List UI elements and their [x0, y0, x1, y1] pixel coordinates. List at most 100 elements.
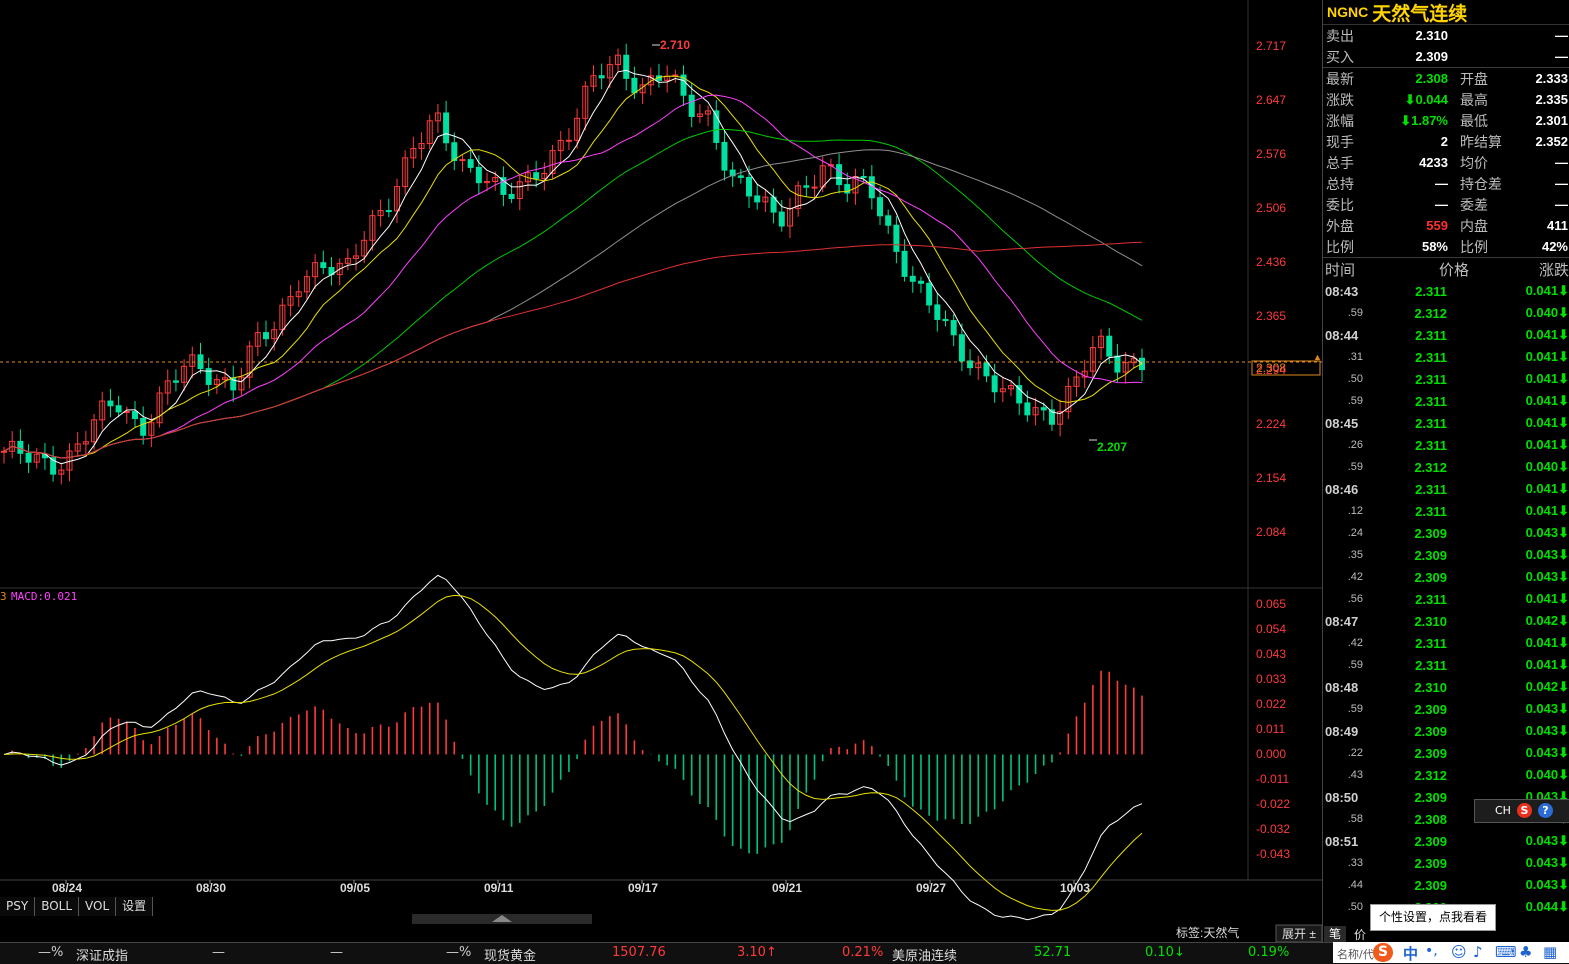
- scroll-up-icon[interactable]: [492, 915, 512, 922]
- candle-body: [533, 172, 540, 180]
- help-icon[interactable]: ?: [1538, 803, 1553, 818]
- ime-input-bar[interactable]: 名称/代 S 中 •, ☺ ♪ ⌨ ♣ ▦: [1333, 942, 1569, 963]
- tick-time: .42: [1347, 571, 1363, 583]
- candle-body: [942, 318, 949, 322]
- quote-label: 总持: [1326, 176, 1354, 193]
- candle-body: [344, 257, 351, 264]
- candle-body: [737, 175, 744, 178]
- candle-body: [917, 280, 924, 284]
- tick-row: .59 2.309 0.043⬇: [1323, 698, 1569, 720]
- candle-body: [459, 159, 466, 162]
- tab-vol[interactable]: VOL: [79, 897, 117, 916]
- price-tick-label: 2.647: [1256, 93, 1286, 107]
- price-tick-label: 2.084: [1256, 525, 1286, 539]
- skin-icon[interactable]: ♣: [1519, 943, 1533, 961]
- candle-body: [82, 441, 89, 445]
- tick-price: 2.311: [1415, 657, 1447, 673]
- candle-body: [467, 159, 474, 168]
- quote-row: 卖出 2.310 —: [1323, 25, 1569, 46]
- macd-tick-label: 0.022: [1256, 697, 1286, 711]
- tick-time: .50: [1347, 373, 1363, 385]
- quote-label-2: 昨结算: [1460, 134, 1502, 151]
- tick-price: 2.309: [1414, 701, 1447, 717]
- price-tick-label: 2.576: [1256, 147, 1286, 161]
- toolbox-icon[interactable]: ▦: [1543, 943, 1558, 961]
- ma-line-60: [3, 149, 1143, 459]
- quote-value: ⬇1.87%: [1400, 112, 1448, 128]
- tick-change: 0.041⬇: [1525, 327, 1569, 342]
- candle-body: [623, 54, 630, 79]
- emoji-icon[interactable]: ☺: [1451, 943, 1467, 961]
- moving-average-lines: [3, 69, 1143, 465]
- macd-tick-label: 0.033: [1256, 672, 1286, 686]
- tab-tick-price[interactable]: 价: [1354, 928, 1367, 942]
- tick-row: 08:49 2.309 0.043⬇: [1323, 720, 1569, 742]
- ticker-pct-1: —%: [38, 945, 64, 960]
- tick-time: 08:45: [1325, 415, 1359, 431]
- quote-table: 卖出 2.310 — 买入 2.309 — 最新 2.308 开盘 2.333 涨跌 ⬇0.044 最高…: [1323, 25, 1569, 257]
- tick-price: 2.311: [1415, 393, 1447, 409]
- low-marker-label: 2.207: [1097, 440, 1127, 454]
- candle-body: [1122, 362, 1129, 373]
- price-tick-label: 2.717: [1256, 39, 1286, 53]
- tick-price: 2.309: [1414, 745, 1447, 761]
- ime-lang-label[interactable]: CH: [1495, 804, 1511, 817]
- tick-row: 08:44 2.311 0.041⬇: [1323, 324, 1569, 346]
- sogou-logo-icon[interactable]: S: [1373, 943, 1393, 962]
- candle-body: [1016, 385, 1023, 404]
- tick-list[interactable]: 08:43 2.311 0.041⬇ .59 2.312 0.040⬇ 08:44 2.311…: [1323, 280, 1569, 918]
- tick-time: 08:44: [1325, 327, 1359, 343]
- settings-tooltip[interactable]: 个性设置，点我看看: [1370, 904, 1496, 931]
- expand-button[interactable]: 展开 ±: [1282, 927, 1316, 941]
- candle-body: [811, 186, 818, 189]
- tick-change: 0.043⬇: [1525, 745, 1569, 760]
- tab-tick-pen[interactable]: 笔: [1324, 926, 1346, 942]
- quote-panel: NGNC 天然气连续 卖出 2.310— 买入 2.309— 最新 2.308 开盘 2.33…: [1322, 0, 1569, 942]
- tick-time: .58: [1347, 813, 1363, 825]
- quote-value-2: —: [1555, 28, 1568, 43]
- macd-tick-label: 0.054: [1256, 622, 1286, 636]
- voice-icon[interactable]: ♪: [1473, 943, 1483, 961]
- tick-time: .12: [1347, 505, 1363, 517]
- tab-psy[interactable]: PSY: [0, 897, 36, 916]
- candle-body: [967, 360, 974, 369]
- ime-chinese-mode[interactable]: 中: [1403, 945, 1419, 963]
- price-tick-label: 2.154: [1256, 471, 1286, 485]
- quote-value: 4233: [1419, 155, 1448, 170]
- keyboard-icon[interactable]: ⌨: [1495, 943, 1517, 961]
- ticker-shenzhen-index[interactable]: 深证成指: [76, 949, 129, 964]
- candle-body: [1008, 385, 1015, 390]
- candle-body: [786, 207, 793, 227]
- tick-change: 0.041⬇: [1525, 503, 1569, 518]
- ticker-pct-2: —%: [446, 945, 472, 960]
- candle-body: [549, 150, 556, 174]
- tab-boll[interactable]: BOLL: [35, 897, 80, 916]
- tab-settings[interactable]: 设置: [116, 897, 154, 916]
- candle-body: [99, 400, 106, 421]
- tick-change: 0.041⬇: [1525, 635, 1569, 650]
- tick-change: 0.041⬇: [1525, 283, 1569, 298]
- tick-time: 08:46: [1325, 481, 1359, 497]
- price-tick-label: 2.506: [1256, 201, 1286, 215]
- macd-histogram: [11, 670, 1143, 854]
- ime-floating-toolbar[interactable]: CH S ?: [1474, 799, 1569, 823]
- quote-value: 559: [1426, 218, 1448, 233]
- ticker-spot-gold[interactable]: 现货黄金: [484, 949, 537, 964]
- sogou-icon[interactable]: S: [1517, 803, 1532, 818]
- kline-chart[interactable]: 2.308 ▲ 2.7172.6472.5762.5062.4362.3652.…: [0, 0, 1323, 943]
- kline-chart-area[interactable]: 2.308 ▲ 2.717 2.647 2.576 2.506 2.436 2.365 2.…: [0, 0, 1323, 963]
- tick-change: 0.041⬇: [1525, 371, 1569, 386]
- punctuation-icon[interactable]: •,: [1425, 943, 1438, 959]
- tick-time: .24: [1347, 527, 1363, 539]
- quote-label-2: 持仓差: [1460, 176, 1502, 193]
- tick-row: .44 2.309 0.043⬇: [1323, 874, 1569, 896]
- candle-body: [516, 181, 523, 199]
- macd-value-label: MACD:0.021: [11, 590, 77, 603]
- candle-body: [1024, 402, 1031, 416]
- quote-label-2: 比例: [1460, 239, 1488, 256]
- ticker-crude-oil[interactable]: 美原油连续: [892, 949, 958, 964]
- ma-line-20: [3, 94, 1143, 459]
- candle-body: [9, 440, 16, 452]
- candle-body: [893, 224, 900, 252]
- macd-dif-line: [3, 574, 1143, 921]
